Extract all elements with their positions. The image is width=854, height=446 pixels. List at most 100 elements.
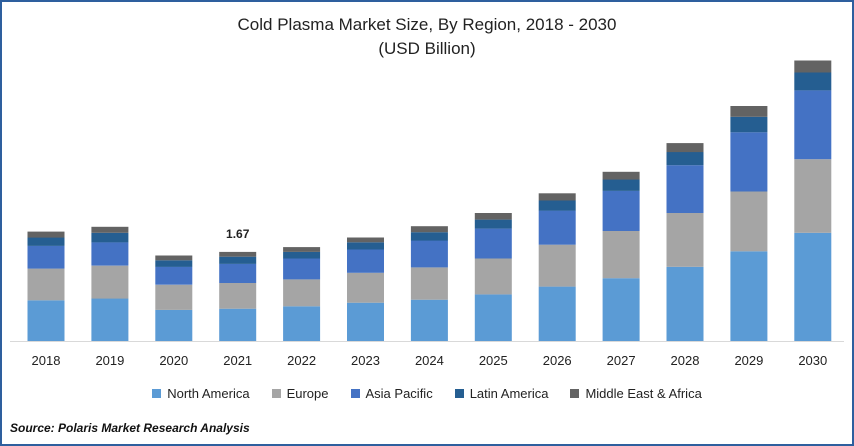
bar-segment-2029-north-america bbox=[730, 251, 768, 341]
bar-segment-2020-latin-america bbox=[155, 260, 193, 267]
legend-swatch-north-america bbox=[152, 389, 162, 398]
bar-segment-2023-latin-america bbox=[347, 242, 384, 250]
bar-segment-2021-latin-america bbox=[219, 256, 257, 264]
bar-segment-2019-asia-pacific bbox=[91, 242, 129, 266]
bar-segment-2021-north-america bbox=[219, 308, 257, 341]
x-tick-label-2027: 2027 bbox=[607, 353, 636, 368]
bar-segment-2030-europe bbox=[794, 159, 832, 233]
chart-subtitle: (USD Billion) bbox=[378, 39, 476, 58]
x-tick-label-2025: 2025 bbox=[479, 353, 508, 368]
bar-segment-2025-europe bbox=[474, 258, 512, 295]
legend-label-north-america: North America bbox=[167, 386, 250, 401]
bar-segment-2026-asia-pacific bbox=[538, 210, 576, 245]
bar-segment-2029-middle-east-africa bbox=[730, 106, 768, 117]
bar-segment-2030-latin-america bbox=[794, 72, 832, 91]
legend-swatch-middle-east-africa bbox=[570, 389, 580, 398]
bar-segment-2024-europe bbox=[410, 267, 448, 300]
x-tick-label-2029: 2029 bbox=[734, 353, 763, 368]
x-tick-label-2030: 2030 bbox=[798, 353, 827, 368]
legend-swatch-asia-pacific bbox=[350, 389, 360, 398]
x-tick-label-2020: 2020 bbox=[159, 353, 188, 368]
bar-segment-2019-latin-america bbox=[91, 232, 129, 243]
bar-segment-2025-middle-east-africa bbox=[474, 213, 512, 220]
bar-segment-2020-europe bbox=[155, 284, 193, 310]
bar-segment-2018-europe bbox=[27, 268, 65, 301]
x-tick-label-2023: 2023 bbox=[351, 353, 380, 368]
bar-segment-2028-europe bbox=[666, 213, 704, 267]
legend-label-middle-east-africa: Middle East & Africa bbox=[585, 386, 702, 401]
bar-segment-2019-north-america bbox=[91, 298, 129, 341]
legend-label-latin-america: Latin America bbox=[469, 386, 549, 401]
bar-segment-2029-europe bbox=[730, 191, 768, 252]
legend-label-europe: Europe bbox=[286, 386, 329, 401]
bar-segment-2030-asia-pacific bbox=[794, 90, 832, 160]
bar-segment-2020-middle-east-africa bbox=[155, 255, 193, 261]
x-tick-label-2022: 2022 bbox=[287, 353, 316, 368]
bar-segment-2028-middle-east-africa bbox=[666, 143, 704, 153]
bar-segment-2024-middle-east-africa bbox=[410, 226, 448, 233]
legend-swatch-europe bbox=[271, 389, 281, 398]
legend-label-asia-pacific: Asia Pacific bbox=[365, 386, 433, 401]
legend-item-europe: Europe bbox=[271, 386, 329, 401]
bar-segment-2030-north-america bbox=[794, 232, 832, 341]
bar-segment-2020-north-america bbox=[155, 309, 193, 341]
chart-title: Cold Plasma Market Size, By Region, 2018… bbox=[237, 15, 617, 34]
bar-segment-2027-latin-america bbox=[602, 179, 640, 191]
stacked-bar-chart: 2018 2019 2020 2021 1.67 2022 2023 2024 2025 2026… bbox=[10, 60, 844, 368]
bar-segment-2024-asia-pacific bbox=[410, 240, 448, 268]
bar-segment-2022-europe bbox=[283, 279, 321, 307]
bar-segment-2019-middle-east-africa bbox=[91, 226, 129, 233]
bar-segment-2028-asia-pacific bbox=[666, 165, 704, 213]
legend-item-north-america: North America bbox=[152, 386, 250, 401]
x-tick-label-2021: 2021 bbox=[223, 353, 252, 368]
bar-segment-2019-europe bbox=[91, 265, 129, 299]
bar-segment-2027-europe bbox=[602, 231, 640, 279]
bar-segment-2026-middle-east-africa bbox=[538, 193, 576, 201]
x-tick-label-2019: 2019 bbox=[95, 353, 124, 368]
bar-segment-2027-asia-pacific bbox=[602, 190, 640, 231]
bar-segment-2027-middle-east-africa bbox=[602, 171, 640, 180]
bar-segment-2023-north-america bbox=[347, 302, 384, 341]
bar-segment-2021-asia-pacific bbox=[219, 263, 257, 283]
chart-legend: North America Europe Asia Pacific Latin Ame… bbox=[2, 386, 852, 401]
bar-segment-2029-latin-america bbox=[730, 116, 768, 133]
bar-segment-2022-middle-east-africa bbox=[283, 247, 321, 252]
bar-segment-2018-middle-east-africa bbox=[27, 231, 65, 238]
bar-segment-2022-latin-america bbox=[283, 251, 321, 259]
bar-segment-2029-asia-pacific bbox=[730, 132, 768, 192]
bar-segment-2024-north-america bbox=[410, 299, 448, 341]
x-tick-label-2028: 2028 bbox=[671, 353, 700, 368]
bar-segment-2023-europe bbox=[347, 272, 384, 303]
bar-segment-2025-asia-pacific bbox=[474, 228, 512, 259]
bar-segment-2018-latin-america bbox=[27, 237, 65, 246]
bar-segment-2023-middle-east-africa bbox=[347, 237, 384, 243]
bar-segment-2026-north-america bbox=[538, 286, 576, 341]
bar-segment-2023-asia-pacific bbox=[347, 249, 384, 273]
bar-segment-2021-europe bbox=[219, 283, 257, 309]
source-note: Source: Polaris Market Research Analysis bbox=[10, 421, 250, 435]
bar-segment-2018-asia-pacific bbox=[27, 245, 65, 269]
x-tick-label-2018: 2018 bbox=[32, 353, 61, 368]
x-tick-label-2024: 2024 bbox=[415, 353, 444, 368]
bar-segment-2024-latin-america bbox=[410, 232, 448, 241]
legend-item-latin-america: Latin America bbox=[454, 386, 549, 401]
bar-segment-2027-north-america bbox=[602, 278, 640, 341]
legend-item-asia-pacific: Asia Pacific bbox=[350, 386, 433, 401]
bar-segment-2022-asia-pacific bbox=[283, 258, 321, 280]
bar-segment-2020-asia-pacific bbox=[155, 266, 193, 285]
data-label-2021: 1.67 bbox=[226, 227, 250, 241]
legend-item-middle-east-africa: Middle East & Africa bbox=[570, 386, 702, 401]
bar-segment-2030-middle-east-africa bbox=[794, 60, 832, 73]
bar-segment-2028-north-america bbox=[666, 266, 704, 341]
bar-segment-2025-latin-america bbox=[474, 219, 512, 229]
x-tick-label-2026: 2026 bbox=[543, 353, 572, 368]
bar-segment-2025-north-america bbox=[474, 294, 512, 341]
bar-segment-2021-middle-east-africa bbox=[219, 251, 257, 257]
bar-segment-2028-latin-america bbox=[666, 152, 704, 166]
bar-segment-2026-latin-america bbox=[538, 200, 576, 211]
bar-segment-2026-europe bbox=[538, 244, 576, 287]
legend-swatch-latin-america bbox=[454, 389, 464, 398]
bar-segment-2018-north-america bbox=[27, 300, 65, 341]
bar-segment-2022-north-america bbox=[283, 306, 321, 341]
